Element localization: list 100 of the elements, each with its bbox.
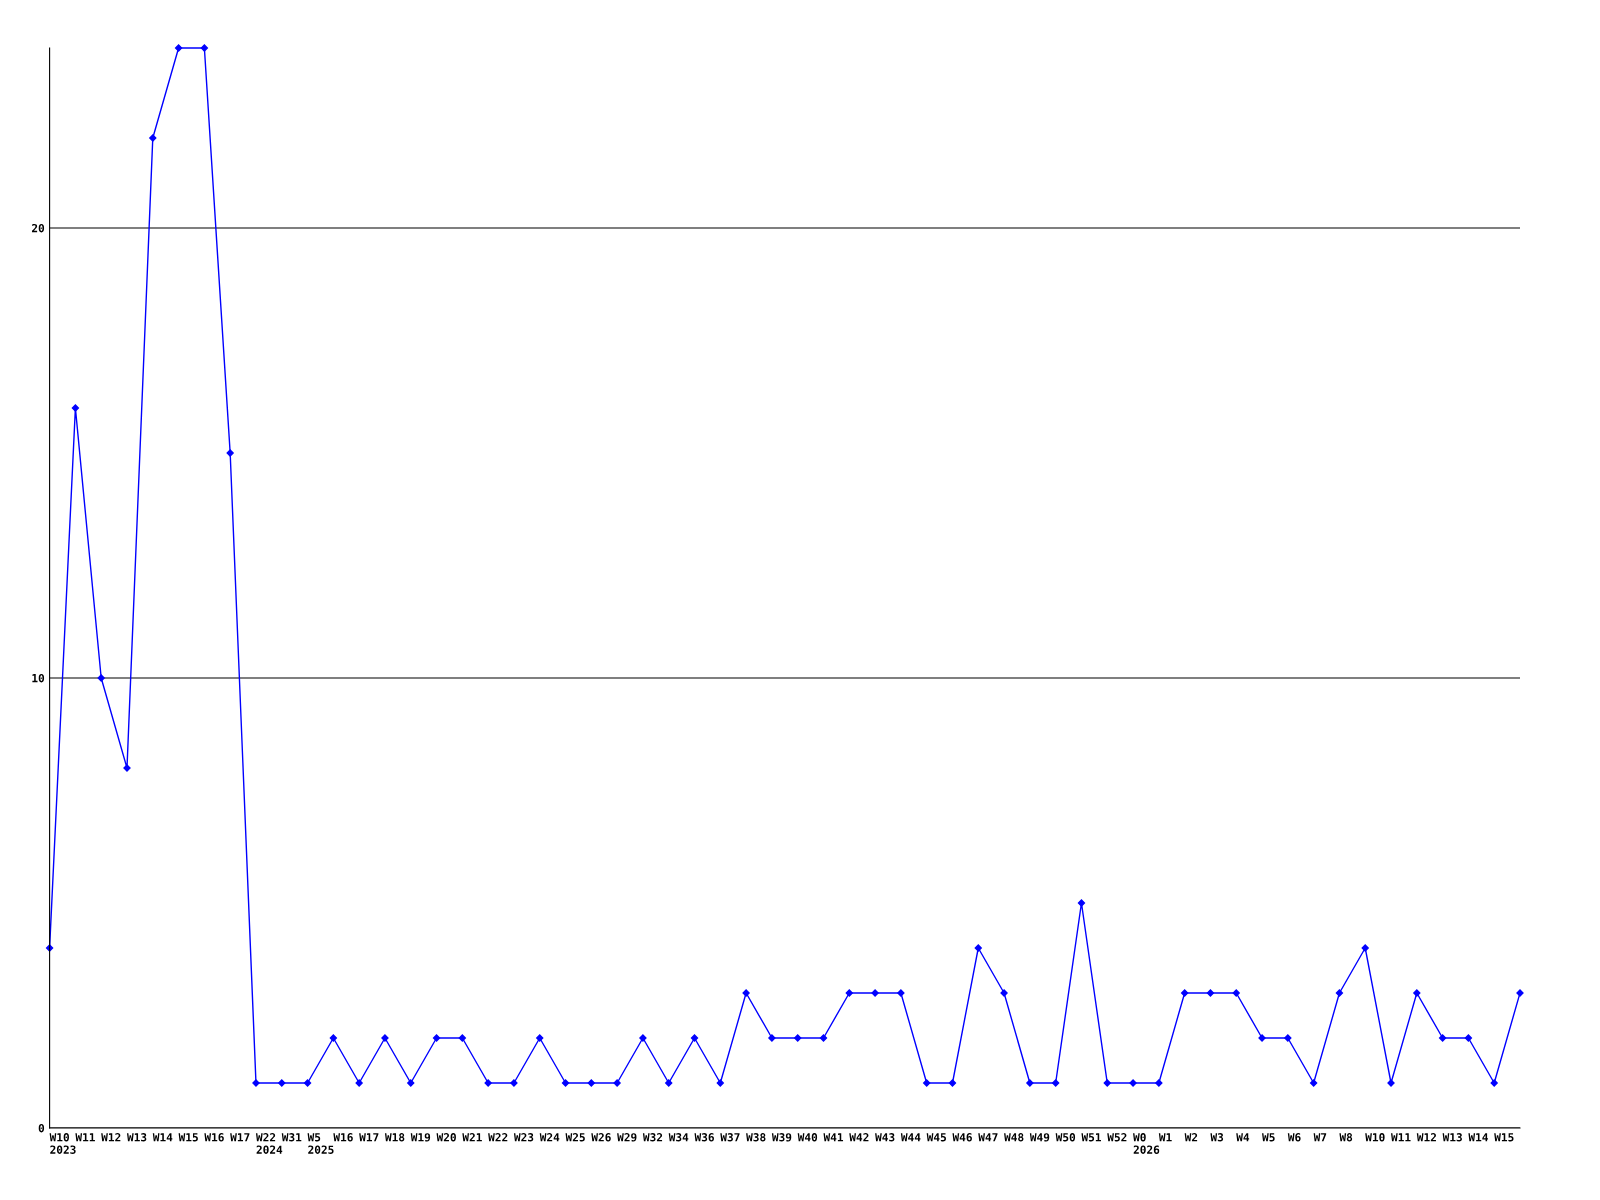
point xyxy=(1361,944,1369,952)
point xyxy=(665,1079,673,1087)
point xyxy=(845,989,853,997)
point xyxy=(458,1034,466,1042)
point xyxy=(948,1079,957,1087)
point xyxy=(536,1034,544,1042)
x-tick-label: W49 xyxy=(1029,1133,1050,1142)
x-tick-label: W11 xyxy=(1391,1133,1411,1142)
x-tick-label: W17 xyxy=(230,1133,250,1142)
point xyxy=(226,449,234,457)
x-tick-label: W14 xyxy=(1468,1133,1488,1142)
point xyxy=(355,1079,363,1087)
x-tick-label: W40 xyxy=(797,1133,818,1142)
x-tick-label: W32 xyxy=(642,1133,663,1142)
point xyxy=(510,1079,518,1087)
x-tick-label: W12 xyxy=(101,1133,121,1142)
x-tick-label: W18 xyxy=(384,1133,405,1142)
y-tick-label: 10 xyxy=(32,673,45,683)
point xyxy=(149,134,157,142)
x-tick-label: W26 xyxy=(591,1133,611,1142)
point xyxy=(407,1079,415,1087)
point xyxy=(174,44,183,52)
x-tick-label: W16 xyxy=(204,1133,224,1142)
x-tick-label: W17 xyxy=(359,1133,379,1142)
point xyxy=(871,989,879,997)
x-tick-label: W6 xyxy=(1287,1133,1301,1142)
point xyxy=(923,1079,931,1087)
point xyxy=(71,404,80,412)
x-tick-label: W16 xyxy=(333,1133,353,1142)
point xyxy=(561,1079,570,1087)
x-tick-label: W10 xyxy=(1365,1133,1385,1142)
point xyxy=(690,1034,699,1042)
x-tick-label: W15 xyxy=(1494,1133,1514,1142)
x-tick-label: W13 xyxy=(1442,1133,1462,1142)
point xyxy=(819,1034,828,1042)
x-tick-label: W10 2023 xyxy=(49,1133,76,1154)
x-tick-label: W46 xyxy=(952,1133,972,1142)
x-tick-label: W41 xyxy=(823,1133,844,1142)
y-tick-label: 20 xyxy=(31,223,45,233)
x-tick-label: W7 xyxy=(1313,1133,1327,1142)
x-tick-label: W52 xyxy=(1107,1133,1127,1142)
x-tick-label: W50 xyxy=(1055,1133,1076,1142)
point xyxy=(1206,989,1215,997)
point xyxy=(1052,1079,1060,1087)
x-tick-label: W1 xyxy=(1158,1133,1172,1142)
x-tick-label: W11 xyxy=(75,1133,95,1142)
point xyxy=(613,1079,621,1087)
x-tick-label: W42 xyxy=(849,1133,869,1142)
point xyxy=(587,1079,595,1087)
x-tick-label: W14 xyxy=(152,1133,173,1142)
x-tick-label: W44 xyxy=(900,1133,921,1142)
x-tick-label: W47 xyxy=(978,1133,998,1142)
point xyxy=(97,674,105,682)
x-tick-label: W31 xyxy=(281,1133,302,1142)
point xyxy=(1438,1034,1447,1042)
point xyxy=(716,1079,724,1087)
x-tick-label: W0 2026 xyxy=(1133,1133,1160,1154)
x-tick-label: W39 xyxy=(771,1133,792,1142)
point xyxy=(1284,1034,1292,1042)
x-tick-label: W19 xyxy=(410,1133,431,1142)
x-tick-label: W37 xyxy=(720,1133,740,1142)
x-tick-label: W20 xyxy=(436,1133,456,1142)
x-tick-label: W8 xyxy=(1339,1133,1353,1142)
x-tick-label: W25 xyxy=(565,1133,585,1142)
point xyxy=(432,1034,441,1042)
x-tick-label: W29 xyxy=(617,1133,637,1142)
x-tick-label: W2 xyxy=(1184,1133,1198,1142)
x-tick-label: W43 xyxy=(875,1133,895,1142)
x-tick-label: W48 xyxy=(1004,1133,1024,1142)
point xyxy=(1309,1079,1318,1087)
point xyxy=(200,44,209,52)
point xyxy=(1077,899,1086,907)
point xyxy=(303,1079,312,1087)
x-tick-label: W15 xyxy=(178,1133,198,1142)
x-tick-label: W24 xyxy=(539,1133,560,1142)
point xyxy=(1490,1079,1498,1087)
x-tick-label: W45 xyxy=(926,1133,946,1142)
y-tick-label: 0 xyxy=(38,1123,45,1133)
x-tick-label: W4 xyxy=(1236,1133,1250,1142)
point xyxy=(1413,989,1421,997)
point xyxy=(278,1079,286,1087)
x-tick-label: W22 2024 xyxy=(255,1133,283,1154)
point xyxy=(974,944,982,952)
x-tick-label: W36 xyxy=(694,1133,714,1142)
point xyxy=(329,1034,338,1042)
point xyxy=(742,989,750,997)
point xyxy=(1155,1079,1163,1087)
point xyxy=(1464,1034,1473,1042)
x-tick-label: W38 xyxy=(746,1133,766,1142)
x-tick-label: W13 xyxy=(126,1133,147,1142)
x-tick-label: W5 xyxy=(1262,1133,1275,1142)
point xyxy=(1335,989,1344,997)
x-tick-label: W22 xyxy=(488,1133,508,1142)
point xyxy=(897,989,905,997)
point xyxy=(1232,989,1240,997)
x-tick-label: W34 xyxy=(668,1133,689,1142)
x-tick-label: W23 xyxy=(513,1133,534,1142)
point xyxy=(639,1034,647,1042)
point xyxy=(794,1034,802,1042)
point xyxy=(1103,1079,1111,1087)
